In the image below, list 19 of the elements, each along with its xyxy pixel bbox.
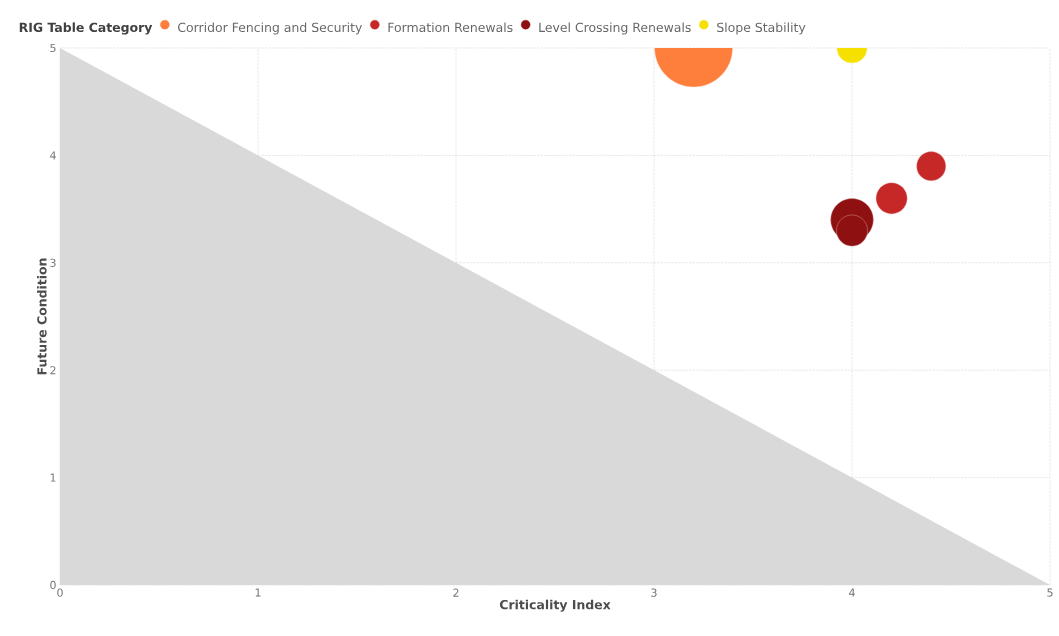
x-tick-label: 5 (1047, 588, 1053, 597)
legend-label: Slope Stability (717, 22, 806, 35)
y-tick-label: 5 (50, 43, 56, 53)
legend-label: Formation Renewals (388, 22, 513, 33)
legend-label: Corridor Fencing and Security (178, 22, 362, 35)
x-axis-title: Criticality Index (499, 599, 611, 612)
x-tick-label: 1 (255, 588, 261, 597)
y-tick-label: 1 (50, 473, 56, 482)
x-tick-label: 3 (651, 588, 657, 597)
x-tick-label: 0 (57, 588, 63, 597)
legend-label: Level Crossing Renewals (539, 22, 691, 35)
x-tick-label: 4 (849, 588, 855, 597)
y-tick-label: 3 (50, 258, 56, 267)
y-tick-label: 2 (50, 366, 56, 375)
y-axis-title: Future Condition (37, 258, 47, 375)
x-tick-label: 2 (453, 588, 459, 597)
legend-title: RIG Table Category (19, 22, 153, 35)
y-tick-label: 0 (50, 580, 56, 590)
y-tick-label: 4 (50, 151, 56, 160)
